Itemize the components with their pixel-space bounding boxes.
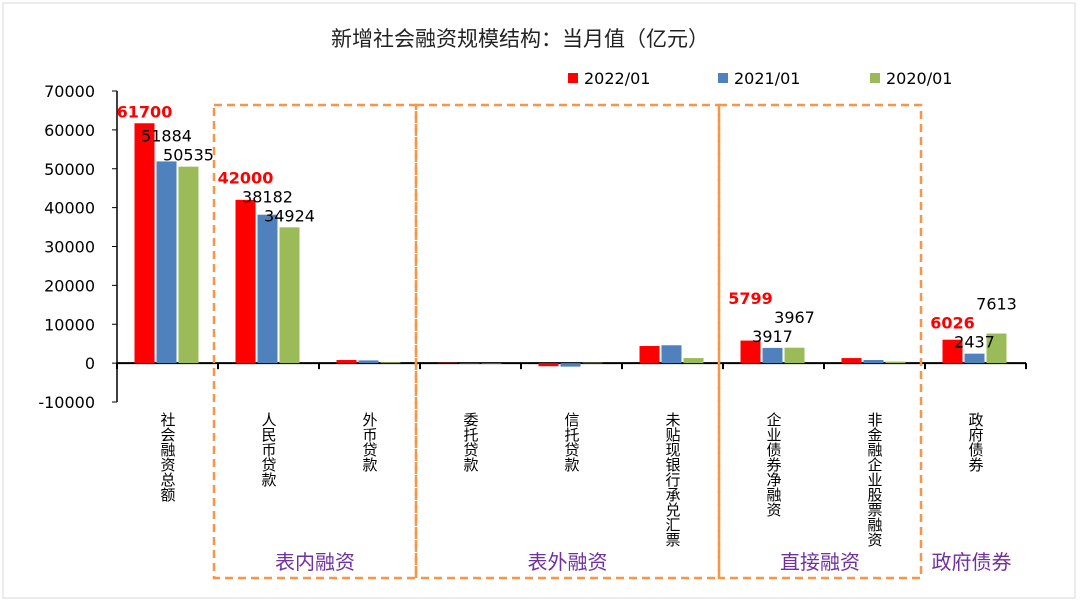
bar-2022/01-委托贷款 xyxy=(437,362,458,364)
legend-label: 2022/01 xyxy=(584,69,650,88)
group-label: 政府债券 xyxy=(932,550,1012,574)
y-tick-label: 30000 xyxy=(44,238,95,257)
category-label: 信托贷款 xyxy=(563,412,581,473)
bar-2021/01-委托贷款 xyxy=(459,363,480,364)
bar-2020/01-外币贷款 xyxy=(380,362,401,364)
y-tick-label: 70000 xyxy=(44,82,95,101)
category-label: 非金融企业股票融资 xyxy=(866,412,884,547)
data-label: 6026 xyxy=(930,314,975,333)
data-label: 42000 xyxy=(218,168,274,187)
bar-2021/01-社会融资总额 xyxy=(156,161,177,364)
bar-2020/01-政府债券 xyxy=(986,333,1007,364)
bar-2020/01-委托贷款 xyxy=(481,363,502,364)
y-tick-label: 10000 xyxy=(44,315,95,334)
y-tick-label: 20000 xyxy=(44,276,95,295)
group-label: 表外融资 xyxy=(528,550,608,574)
category-label: 委托贷款 xyxy=(462,412,480,473)
bar-2020/01-社会融资总额 xyxy=(178,166,199,364)
y-tick-label: -10000 xyxy=(38,393,95,412)
category-label: 人民币贷款 xyxy=(260,412,278,488)
bar-2020/01-人民币贷款 xyxy=(279,227,300,364)
category-label: 外币贷款 xyxy=(361,412,379,473)
data-label: 51884 xyxy=(141,127,192,146)
bar-2021/01-政府债券 xyxy=(964,353,985,364)
bar-2021/01-非金融企业股票融资 xyxy=(863,360,884,364)
bar-2022/01-社会融资总额 xyxy=(134,123,155,364)
legend-label: 2021/01 xyxy=(734,69,800,88)
legend-swatch-2021/01 xyxy=(718,73,728,83)
bar-2020/01-企业债券净融资 xyxy=(784,347,805,364)
y-tick-label: 50000 xyxy=(44,160,95,179)
data-label: 5799 xyxy=(728,289,773,308)
bar-2021/01-信托贷款 xyxy=(560,363,581,367)
bar-2021/01-企业债券净融资 xyxy=(762,347,783,364)
legend-swatch-2020/01 xyxy=(870,73,880,83)
category-label: 未贴现银行承兑汇票 xyxy=(664,412,682,547)
group-label: 表内融资 xyxy=(275,550,355,574)
bar-2022/01-信托贷款 xyxy=(538,363,559,367)
bar-2022/01-政府债券 xyxy=(942,339,963,364)
y-tick-label: 60000 xyxy=(44,121,95,140)
bar-2022/01-人民币贷款 xyxy=(235,199,256,364)
data-label: 3967 xyxy=(774,308,815,327)
bar-2020/01-未贴现银行承兑汇票 xyxy=(683,358,704,364)
bar-2020/01-非金融企业股票融资 xyxy=(885,361,906,364)
category-label: 社会融资总额 xyxy=(159,412,177,502)
y-tick-label: 40000 xyxy=(44,199,95,218)
chart-title: 新增社会融资规模结构：当月值（亿元） xyxy=(331,27,709,51)
bar-2021/01-外币贷款 xyxy=(358,360,379,364)
data-label: 34924 xyxy=(264,206,315,225)
category-label: 企业债券净融资 xyxy=(765,411,783,517)
legend-swatch-2022/01 xyxy=(568,73,578,83)
bar-2022/01-企业债券净融资 xyxy=(740,340,761,364)
bar-2021/01-未贴现银行承兑汇票 xyxy=(661,345,682,364)
bar-2022/01-外币贷款 xyxy=(336,360,357,364)
data-label: 2437 xyxy=(954,333,995,352)
group-box xyxy=(414,103,721,580)
bar-2021/01-人民币贷款 xyxy=(257,214,278,364)
group-label: 直接融资 xyxy=(780,550,860,574)
data-label: 61700 xyxy=(117,102,173,121)
data-label: 3917 xyxy=(752,327,793,346)
y-tick-label: 0 xyxy=(85,354,95,373)
data-label: 50535 xyxy=(163,146,214,165)
data-label: 38182 xyxy=(242,187,293,206)
legend-label: 2020/01 xyxy=(886,69,952,88)
bar-2022/01-非金融企业股票融资 xyxy=(841,358,862,364)
data-label: 7613 xyxy=(976,295,1017,314)
category-label: 政府债券 xyxy=(967,412,985,473)
bar-2020/01-信托贷款 xyxy=(582,362,603,364)
bar-2022/01-未贴现银行承兑汇票 xyxy=(639,346,660,364)
